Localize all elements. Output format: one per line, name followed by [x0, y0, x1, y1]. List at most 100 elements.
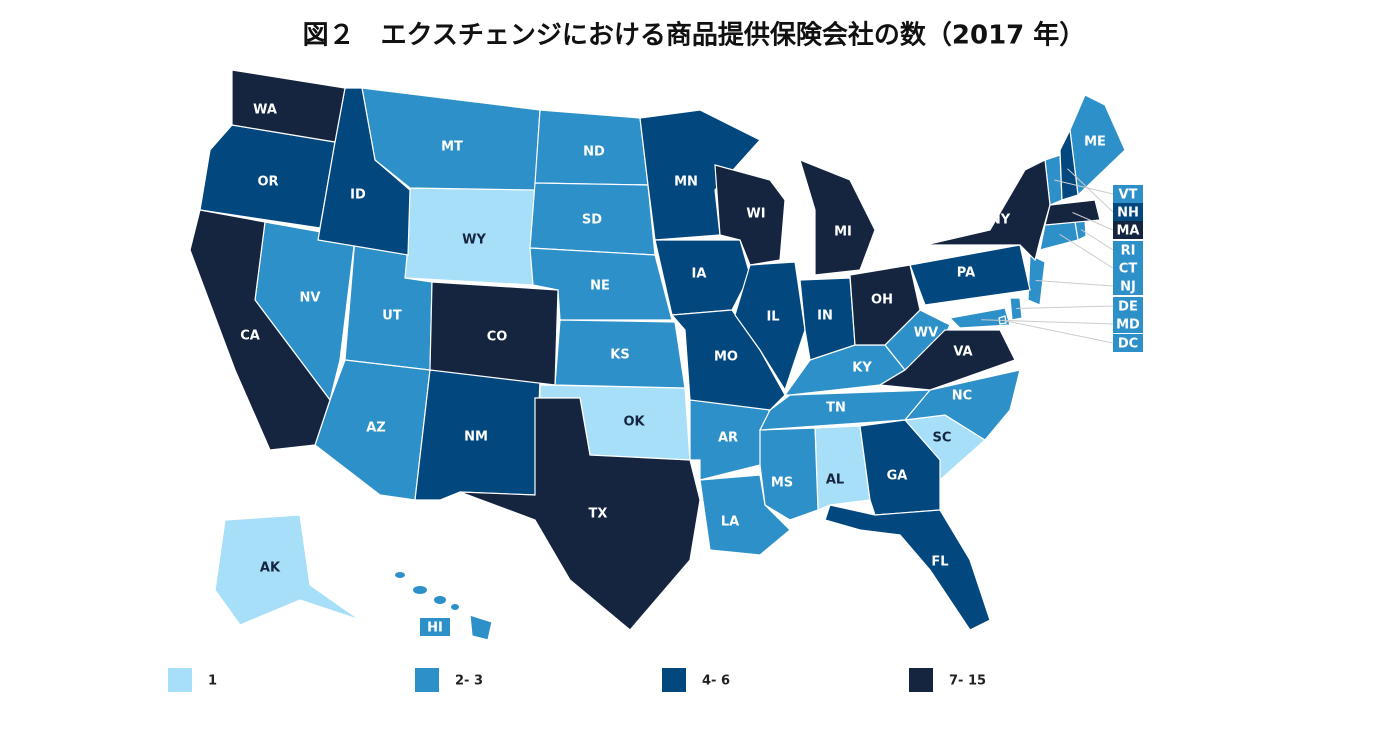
callout-line	[1035, 280, 1114, 287]
legend-swatch	[168, 668, 192, 692]
state-label: TX	[589, 507, 608, 522]
state	[909, 244, 1031, 306]
state-label: SC	[933, 431, 952, 446]
state-label: NM	[464, 430, 488, 445]
state-label: AL	[826, 473, 844, 488]
state	[799, 277, 856, 361]
state-label: MN	[674, 175, 698, 190]
state-label: KY	[852, 361, 872, 376]
state-label: KS	[610, 348, 629, 363]
callout-box	[1113, 259, 1143, 277]
state-island	[451, 604, 459, 610]
state-island	[395, 572, 405, 578]
state	[654, 239, 751, 316]
callout-box	[1113, 334, 1143, 352]
state-label: NE	[590, 279, 610, 294]
state-label: DC	[1118, 337, 1138, 352]
state-label: AZ	[366, 421, 386, 436]
state	[714, 164, 786, 266]
state-label: ME	[1084, 135, 1106, 150]
callout-box	[1113, 297, 1143, 315]
state-label: RI	[1121, 244, 1136, 259]
state-label: ID	[350, 188, 366, 203]
state-label: WA	[253, 103, 277, 118]
state-label: IL	[766, 310, 779, 325]
state-label: WI	[746, 207, 765, 222]
state-label: NC	[952, 389, 972, 404]
legend-swatch	[415, 668, 439, 692]
title: 図２ エクスチェンジにおける商品提供保険会社の数（2017 年）	[303, 20, 1086, 51]
callout-box	[1113, 203, 1143, 221]
state	[317, 87, 411, 256]
state-label: CO	[487, 330, 508, 345]
state-label: UT	[382, 309, 402, 324]
state	[189, 209, 331, 451]
callout-line	[1072, 212, 1114, 231]
state	[554, 319, 686, 389]
state-label: AR	[718, 431, 738, 446]
state-label: NY	[990, 213, 1011, 228]
state	[734, 261, 806, 392]
state-label: FL	[931, 555, 948, 570]
state	[429, 281, 559, 386]
state	[824, 504, 991, 631]
state-label: MO	[714, 350, 738, 365]
state-island	[413, 586, 427, 594]
state-label: MA	[1117, 224, 1140, 239]
state	[469, 614, 493, 641]
state-label: CT	[1119, 262, 1138, 277]
state-island	[434, 596, 446, 604]
labels: WY OK AL SC AK MT ND SD NE KS NV UT AZ AR LA MS TN KY WV NC…	[240, 103, 1143, 636]
state	[924, 159, 1051, 262]
state-label: LA	[721, 515, 739, 530]
state-label: MS	[771, 476, 793, 491]
state-label: NJ	[1120, 280, 1136, 295]
callout-line	[1059, 233, 1114, 269]
callout-box	[1113, 241, 1143, 259]
legend-label: 2- 3	[455, 674, 483, 689]
state-label: HI	[427, 621, 443, 636]
state	[1027, 254, 1046, 306]
state	[759, 427, 819, 521]
state-label: GA	[887, 469, 908, 484]
callout-line	[1067, 168, 1114, 213]
callout-line	[1015, 305, 1114, 309]
callout-line	[1054, 179, 1114, 195]
state	[878, 329, 1016, 391]
state	[1039, 221, 1079, 251]
state-label: VA	[953, 345, 972, 360]
callout-line	[1080, 229, 1114, 251]
state	[639, 109, 761, 241]
legend-label: 7- 15	[949, 674, 986, 689]
callout-box	[1113, 315, 1143, 333]
state	[948, 307, 1011, 329]
state-label: TN	[826, 401, 846, 416]
state	[783, 344, 906, 396]
legend-label: 1	[208, 674, 217, 689]
state-label: MI	[834, 225, 852, 240]
state-label: WV	[914, 326, 938, 341]
state-label: OK	[623, 415, 645, 430]
legend-swatch	[909, 668, 933, 692]
state-label: VT	[1119, 188, 1138, 203]
state	[849, 264, 921, 346]
callout-box	[1113, 277, 1143, 295]
callout-box	[1113, 185, 1143, 203]
state-label: NV	[300, 291, 321, 306]
state	[1009, 297, 1023, 321]
legend-swatch	[662, 668, 686, 692]
state	[459, 397, 701, 631]
state-label: SD	[582, 213, 602, 228]
state-label: NH	[1117, 206, 1139, 221]
state-label: OR	[257, 175, 278, 190]
state-label: IN	[817, 309, 833, 324]
callout-box	[1113, 221, 1143, 239]
state	[799, 158, 876, 276]
state-label: MT	[441, 140, 463, 155]
state-label: DE	[1118, 300, 1138, 315]
state-label: WY	[462, 233, 486, 248]
state	[214, 514, 361, 626]
state-label: PA	[957, 266, 975, 281]
state-label: IA	[692, 267, 707, 282]
